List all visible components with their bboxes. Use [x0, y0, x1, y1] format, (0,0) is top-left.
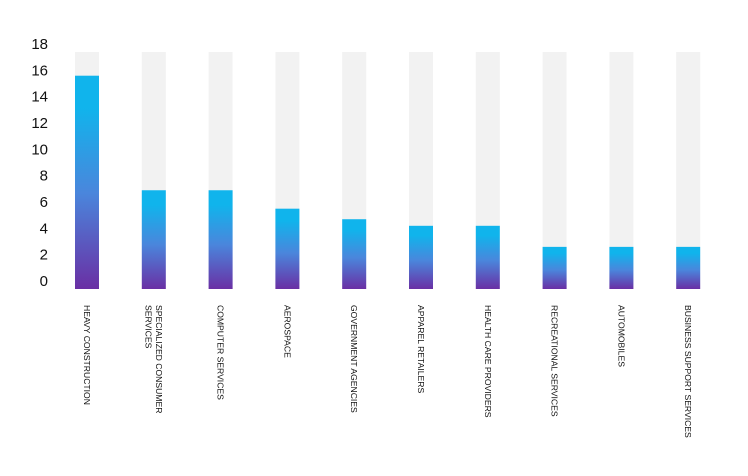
x-category-label-line: HEALTH CARE PROVIDERS [483, 305, 493, 418]
x-category-label-line: BUSINESS SUPPORT SERVICES [683, 305, 693, 438]
x-category-label: SPECIALIZED CONSUMERSERVICES [144, 305, 165, 413]
bar [141, 190, 166, 289]
x-category-label: HEALTH CARE PROVIDERS [483, 305, 493, 418]
x-category-label-line: GOVERNMENT AGENCIES [349, 305, 359, 413]
x-category-label-line: COMPUTER SERVICES [216, 305, 226, 400]
y-tick-label: 6 [40, 194, 48, 211]
bar [275, 208, 300, 289]
x-axis: HEAVY CONSTRUCTION SPECIALIZED CONSUMERSE… [82, 305, 693, 438]
x-category-label-line: APPAREL RETAILERS [416, 305, 426, 393]
y-tick-label: 8 [40, 168, 48, 185]
y-tick-label: 18 [31, 36, 48, 53]
bar [342, 219, 367, 289]
bar [208, 190, 233, 289]
y-tick-label: 16 [31, 62, 48, 79]
bars [75, 75, 701, 289]
y-tick-label: 0 [40, 273, 48, 290]
x-category-label: APPAREL RETAILERS [416, 305, 426, 393]
x-category-label-line: AUTOMOBILES [616, 305, 626, 367]
x-category-label-line: AEROSPACE [282, 305, 292, 358]
y-tick-label: 2 [40, 247, 48, 264]
x-category-label: GOVERNMENT AGENCIES [349, 305, 359, 413]
x-category-label: HEAVY CONSTRUCTION [82, 305, 92, 405]
bar [75, 75, 99, 289]
y-tick-label: 12 [31, 115, 48, 132]
x-category-label: AUTOMOBILES [616, 305, 626, 367]
y-tick-label: 4 [40, 220, 48, 237]
x-category-label-line: RECREATIONAL SERVICES [550, 305, 560, 417]
x-category-label-line: SPECIALIZED CONSUMER [154, 305, 164, 413]
y-axis: 0 2 4 6 8 10 12 14 16 18 [31, 36, 48, 290]
bar-tracks [75, 52, 701, 289]
bar [475, 225, 500, 289]
x-category-label: BUSINESS SUPPORT SERVICES [683, 305, 693, 438]
x-category-label: RECREATIONAL SERVICES [550, 305, 560, 417]
x-category-label: AEROSPACE [282, 305, 292, 358]
x-category-label-line: HEAVY CONSTRUCTION [82, 305, 92, 405]
bar [409, 225, 433, 289]
x-category-label: COMPUTER SERVICES [216, 305, 226, 400]
bar [542, 246, 567, 289]
x-category-label-line: SERVICES [144, 305, 154, 349]
bar [609, 246, 634, 289]
y-tick-label: 10 [31, 141, 48, 158]
bar [676, 246, 701, 289]
y-tick-label: 14 [31, 89, 48, 106]
